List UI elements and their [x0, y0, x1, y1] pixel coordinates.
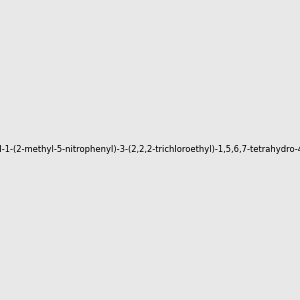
Text: 2,6,6-trimethyl-1-(2-methyl-5-nitrophenyl)-3-(2,2,2-trichloroethyl)-1,5,6,7-tetr: 2,6,6-trimethyl-1-(2-methyl-5-nitropheny…	[0, 146, 300, 154]
